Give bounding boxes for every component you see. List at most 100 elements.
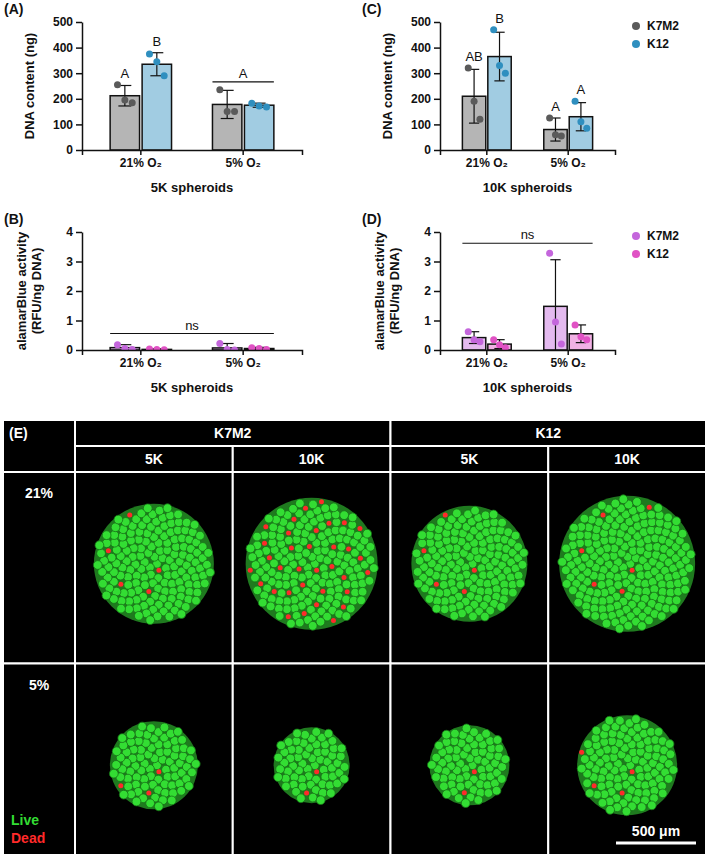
live-cell <box>508 588 517 597</box>
x-axis-title: 10K spheroids <box>483 380 573 395</box>
live-cell <box>570 523 579 532</box>
legend-swatch <box>632 250 640 258</box>
dead-cell <box>302 611 307 616</box>
dead-cell <box>300 583 305 588</box>
y-tick-mark <box>76 350 82 352</box>
dead-cell <box>342 520 347 525</box>
y-tick: 300 <box>411 67 440 81</box>
scale-bar-label: 500 μm <box>632 823 680 839</box>
spheroid <box>427 724 509 808</box>
dead-cell <box>156 769 161 774</box>
panel-label: (A) <box>4 1 23 17</box>
panel-label: (C) <box>362 1 381 17</box>
data-point <box>256 102 263 109</box>
live-cell <box>178 735 187 744</box>
seeding-header: 10K <box>299 451 325 467</box>
dead-cell <box>365 570 370 575</box>
live-cell <box>369 564 378 573</box>
span-bracket <box>462 243 592 244</box>
significance-letter: A <box>551 99 560 114</box>
y-tick-label: 400 <box>53 41 73 55</box>
live-cell <box>442 790 451 799</box>
plot-marks <box>110 51 274 151</box>
live-cell <box>112 747 121 756</box>
error-line <box>499 32 500 81</box>
live-cell <box>318 522 327 531</box>
significance-letter: A <box>577 82 586 97</box>
live-cell <box>337 542 346 551</box>
spheroid <box>558 495 695 633</box>
data-point <box>577 118 584 125</box>
data-point <box>146 51 153 58</box>
live-cell <box>251 561 260 570</box>
significance-letter: B <box>152 34 161 49</box>
bar <box>569 117 592 150</box>
live-cell <box>632 715 641 724</box>
row-label-cell <box>3 472 75 664</box>
y-tick: 100 <box>411 118 440 132</box>
live-cell <box>498 518 507 527</box>
dead-cell <box>620 790 625 795</box>
data-point <box>558 341 565 348</box>
legend-label: K7M2 <box>647 19 679 33</box>
header-cell <box>391 420 707 446</box>
live-cell <box>666 750 675 759</box>
legend-swatch <box>632 22 640 30</box>
significance-letter: B <box>495 11 504 26</box>
data-point <box>471 98 478 105</box>
y-tick: 0 <box>424 343 440 357</box>
live-cell <box>484 789 493 798</box>
live-cell <box>192 596 201 605</box>
legend: K7M2K12 <box>632 229 679 261</box>
plot-marks <box>462 250 592 350</box>
live-cell <box>418 531 427 540</box>
figure: ABA010020030040050021% O₂5% O₂5K spheroi… <box>0 0 709 858</box>
live-cell <box>493 736 502 745</box>
live-cell <box>583 779 592 788</box>
dead-cell <box>342 575 347 580</box>
legend-label: K12 <box>647 37 669 51</box>
live-cell <box>134 611 143 620</box>
y-tick: 3 <box>66 255 82 269</box>
x-tick-mark <box>140 150 142 155</box>
dead-cell <box>272 589 277 594</box>
live-cell <box>637 803 646 812</box>
panel-label: (B) <box>4 211 23 227</box>
live-cell <box>340 511 349 520</box>
cell-line-header: K12 <box>535 425 561 441</box>
data-point <box>552 318 559 325</box>
live-cell <box>602 619 611 628</box>
live-cell <box>622 807 631 816</box>
live-cell <box>561 566 570 575</box>
live-cell <box>640 720 649 729</box>
y-tick-label: 100 <box>411 118 431 132</box>
y-tick: 4 <box>424 225 440 239</box>
live-cell <box>112 760 121 769</box>
live-cell <box>182 518 191 527</box>
error-line <box>580 103 581 131</box>
dead-cell <box>304 790 309 795</box>
dead-cell <box>291 517 296 522</box>
y-tick-mark <box>76 73 82 75</box>
live-cell <box>143 504 152 513</box>
data-point <box>490 26 497 33</box>
legend-label: K7M2 <box>647 229 679 243</box>
x-tick: 21% O₂ <box>120 150 162 170</box>
live-cell <box>471 506 480 515</box>
dead-cell <box>267 555 272 560</box>
image-cell <box>391 664 549 856</box>
live-cell <box>358 587 367 596</box>
dead-cell <box>472 769 477 774</box>
y-axis-title: DNA content (ng) <box>380 33 395 139</box>
y-tick-label: 1 <box>66 314 73 328</box>
data-point <box>129 346 136 350</box>
y-axis: 01234 <box>66 225 82 357</box>
live-cell <box>282 605 291 614</box>
dead-cell <box>286 590 291 595</box>
seeding-header: 5K <box>460 451 478 467</box>
dead-cell <box>118 783 123 788</box>
data-point <box>546 115 553 122</box>
live-cell <box>606 805 615 814</box>
live-cell <box>177 786 186 795</box>
live-cell <box>432 773 441 782</box>
